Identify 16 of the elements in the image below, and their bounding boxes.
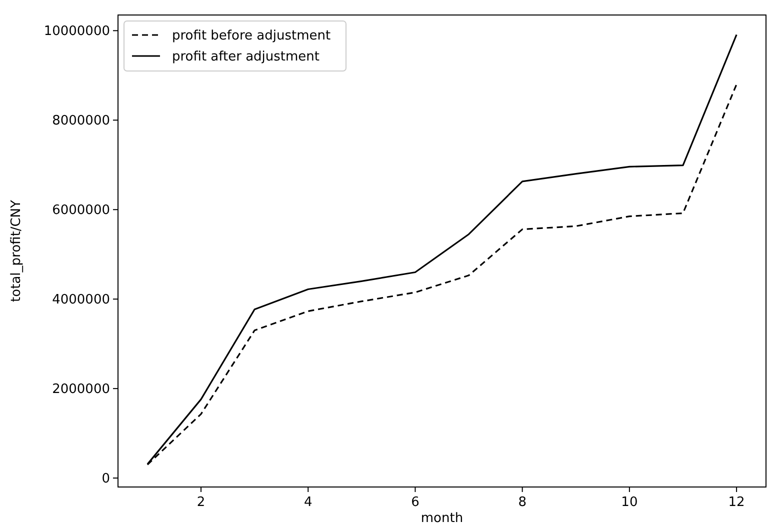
y-axis-title: total_profit/CNY (9, 200, 24, 302)
legend-label: profit after adjustment (172, 50, 320, 65)
x-tick-label: 8 (518, 495, 526, 510)
y-tick-label: 0 (102, 472, 110, 487)
x-tick-label: 4 (304, 495, 312, 510)
x-tick-label: 2 (196, 495, 206, 510)
y-tick-label: 8000000 (52, 114, 110, 129)
legend-label: profit before adjustment (172, 28, 331, 44)
x-tick-label: 10 (621, 495, 638, 510)
x-tick-label: 6 (411, 495, 420, 510)
y-tick-label: 10000000 (44, 24, 110, 40)
y-tick-label: 6000000 (52, 203, 110, 218)
x-tick-label: 12 (728, 495, 745, 510)
y-tick-label: 4000000 (52, 292, 110, 308)
y-tick-label: 2000000 (52, 382, 110, 398)
x-axis-title: month (420, 511, 464, 526)
